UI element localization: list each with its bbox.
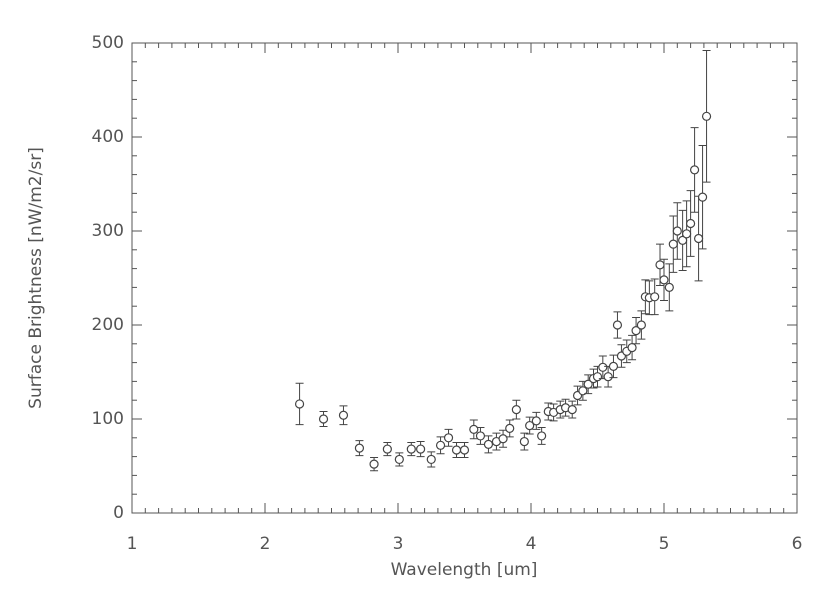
data-point xyxy=(608,361,619,371)
x-axis-label: Wavelength [um] xyxy=(391,560,538,580)
y-tick-label: 400 xyxy=(92,127,124,147)
data-point xyxy=(583,379,593,389)
data-point xyxy=(697,192,708,202)
data-point xyxy=(394,454,404,465)
data-point xyxy=(511,405,521,415)
y-tick-label: 100 xyxy=(92,409,124,429)
data-point xyxy=(369,459,379,469)
data-point xyxy=(631,326,641,336)
y-tick-label: 300 xyxy=(92,221,124,241)
data-point xyxy=(451,445,462,455)
y-tick-label: 200 xyxy=(92,315,124,335)
data-point xyxy=(505,423,515,433)
data-point xyxy=(664,282,674,292)
data-point xyxy=(567,405,577,415)
data-point xyxy=(672,226,682,236)
data-point xyxy=(338,410,349,420)
x-tick-label: 4 xyxy=(526,534,537,554)
x-tick-label: 1 xyxy=(127,534,138,554)
data-point xyxy=(612,320,623,330)
y-tick-label: 500 xyxy=(92,33,124,53)
x-tick-label: 3 xyxy=(393,534,404,554)
data-point xyxy=(603,372,613,382)
data-point xyxy=(627,342,637,353)
x-tick-label: 5 xyxy=(659,534,670,554)
data-point xyxy=(525,420,535,431)
data-point xyxy=(406,444,416,454)
x-tick-label: 6 xyxy=(792,534,803,554)
data-point xyxy=(636,320,646,330)
data-point xyxy=(598,362,608,372)
data-point xyxy=(354,443,365,453)
data-point xyxy=(685,218,696,229)
data-point xyxy=(701,111,712,121)
data-point xyxy=(382,444,392,454)
data-point xyxy=(426,454,436,465)
data-point xyxy=(659,275,669,285)
data-point xyxy=(459,445,470,455)
data-point xyxy=(689,165,700,175)
data-point xyxy=(519,436,529,447)
data-point xyxy=(668,239,678,249)
data-point xyxy=(435,440,446,450)
data-point xyxy=(318,414,329,424)
data-point xyxy=(294,399,305,409)
data-point xyxy=(682,229,692,239)
data-point xyxy=(592,372,603,382)
data-point xyxy=(443,433,454,443)
data-point xyxy=(416,444,426,454)
data-point xyxy=(531,416,541,426)
data-point xyxy=(578,386,588,396)
data-point xyxy=(498,434,508,444)
data-point xyxy=(537,431,547,441)
data-point xyxy=(483,439,494,449)
x-tick-label: 2 xyxy=(260,534,271,554)
data-point xyxy=(655,260,665,270)
y-tick-label: 0 xyxy=(113,503,124,523)
data-point xyxy=(469,424,479,434)
data-point xyxy=(693,233,704,244)
data-point xyxy=(650,292,660,302)
y-axis-label: Surface Brightness [nW/m2/sr] xyxy=(26,147,46,409)
data-point xyxy=(475,431,486,441)
